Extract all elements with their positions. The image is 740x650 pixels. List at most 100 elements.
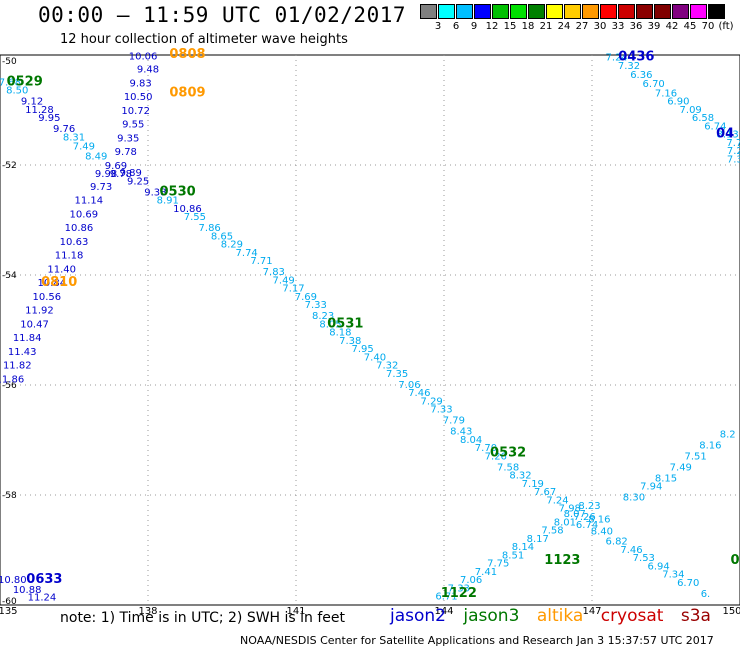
legend-swatch: [546, 4, 563, 19]
swh-value: 7.70: [475, 443, 497, 454]
swh-value: 7.41: [475, 567, 497, 578]
sat-altika: altika: [536, 606, 584, 626]
legend-tick: 36: [629, 21, 643, 32]
swh-value: 7.49: [670, 462, 692, 473]
swh-value: 7.58: [541, 526, 563, 537]
swh-value: 7.68: [0, 77, 21, 88]
swh-value: 10.69: [70, 209, 99, 220]
swh-value: 8.04: [460, 435, 482, 446]
swh-value: 7.70: [726, 138, 740, 149]
swh-value: 11.24: [28, 593, 57, 604]
swh-value: 8.43: [450, 427, 472, 438]
legend-tick: 18: [521, 21, 535, 32]
swh-value: 9.35: [117, 133, 139, 144]
map-grid: [0, 55, 740, 605]
lat-tick-label: -54: [2, 271, 17, 281]
track-time-label: 1123: [544, 553, 580, 568]
legend-swatch: [474, 4, 491, 19]
swh-value: 6.58: [692, 113, 714, 124]
swh-value: 8.32: [509, 471, 531, 482]
swh-value: 7.06: [460, 575, 482, 586]
swh-value: 6.74: [704, 121, 726, 132]
swh-value: 8.49: [85, 152, 107, 163]
legend-swatch: [510, 4, 527, 19]
swh-value: 7.74: [236, 248, 258, 259]
swh-value: 8.17: [527, 534, 549, 545]
swh-value: 7.86: [199, 223, 221, 234]
swh-value: 10.72: [121, 106, 150, 117]
swh-value: 9.38: [144, 187, 166, 198]
lon-tick-label: 138: [138, 606, 157, 617]
lat-tick-label: -52: [2, 161, 17, 171]
legend-swatch: [528, 4, 545, 19]
lat-tick-label: -60: [2, 597, 17, 607]
legend-swatch: [654, 4, 671, 19]
swh-value: 10.56: [33, 292, 62, 303]
legend-swatch: [672, 4, 689, 19]
swh-value: 6.70: [643, 79, 665, 90]
swh-value: 7.49: [73, 142, 95, 153]
sat-cryosat: cryosat: [600, 606, 664, 626]
legend-swatch: [456, 4, 473, 19]
track-time-label: 04: [716, 127, 734, 142]
legend-tick: 15: [503, 21, 517, 32]
swh-value: 7.95: [351, 344, 373, 355]
lon-tick-label: 141: [286, 606, 305, 617]
swh-value: 7.24: [546, 495, 568, 506]
sat-s3a: s3a: [680, 606, 711, 626]
swh-value: 7.09: [680, 105, 702, 116]
swh-value: 7.75: [487, 559, 509, 570]
legend-tick: 39: [647, 21, 661, 32]
swh-value: 8.15: [655, 473, 677, 484]
legend-tick: 3: [434, 21, 442, 32]
swh-value: 8.07: [564, 509, 586, 520]
lon-tick-label: 135: [0, 606, 18, 617]
swh-value: 7.26: [485, 451, 507, 462]
legend-tick: 6: [452, 21, 460, 32]
sat-jason3: jason3: [463, 606, 520, 626]
swh-value: 6.94: [647, 561, 669, 572]
track-time-label: 0530: [160, 184, 196, 199]
swh-value: 7.22: [727, 146, 740, 157]
track-time-label: 0809: [169, 85, 205, 100]
footer-credit: NOAA/NESDIS Center for Satellite Applica…: [240, 634, 714, 647]
track-time-label: 0808: [169, 47, 205, 62]
swh-value: 8.23: [312, 311, 334, 322]
swh-value: 10.86: [173, 204, 202, 215]
swh-value: 7.24: [606, 53, 628, 64]
legend-tick: 70: [701, 21, 715, 32]
map-title: 00:00 — 11:59 UTC 01/02/2017: [38, 3, 407, 27]
swh-value: 9.55: [122, 120, 144, 131]
swh-value: 7.32: [618, 61, 640, 72]
swh-value: 7.35: [727, 154, 740, 165]
swh-value: 8.2: [720, 429, 736, 440]
track-time-label: 0529: [7, 74, 43, 89]
swh-value: 7.06: [398, 380, 420, 391]
swh-value: 6.36: [630, 70, 652, 81]
swh-value: 7.94: [640, 482, 662, 493]
swh-value: 9.25: [127, 176, 149, 187]
swh-value: 6.71: [435, 592, 457, 603]
swh-value: 7.67: [534, 487, 556, 498]
legend-swatch: [708, 4, 725, 19]
swh-value: 8.65: [211, 231, 233, 242]
swh-value: 7.40: [364, 352, 386, 363]
swh-value: 9.78: [110, 169, 132, 180]
swh-value: 6.70: [677, 578, 699, 589]
swh-value: 9.98: [95, 169, 117, 180]
swh-value: 7.71: [250, 256, 272, 267]
swh-value: 7.33: [448, 583, 470, 594]
lon-tick-label: 144: [434, 606, 453, 617]
swh-value: 7.51: [684, 451, 706, 462]
track-labels: 0633 0808 0809 0810 0529 0530 0531 0532 1122 1123…: [7, 47, 740, 601]
legend-tick: 12: [485, 21, 499, 32]
swh-value: 11.14: [74, 196, 103, 207]
swh-value: 9.78: [115, 147, 137, 158]
swh-value: 8.16: [699, 440, 721, 451]
swh-value: 8.51: [502, 550, 524, 561]
swh-value: 7.32: [376, 361, 398, 372]
swh-value: 10.88: [13, 585, 42, 596]
swh-value: 9.73: [90, 182, 112, 193]
swh-value: 7.49: [273, 275, 295, 286]
legend-tick: 9: [470, 21, 478, 32]
